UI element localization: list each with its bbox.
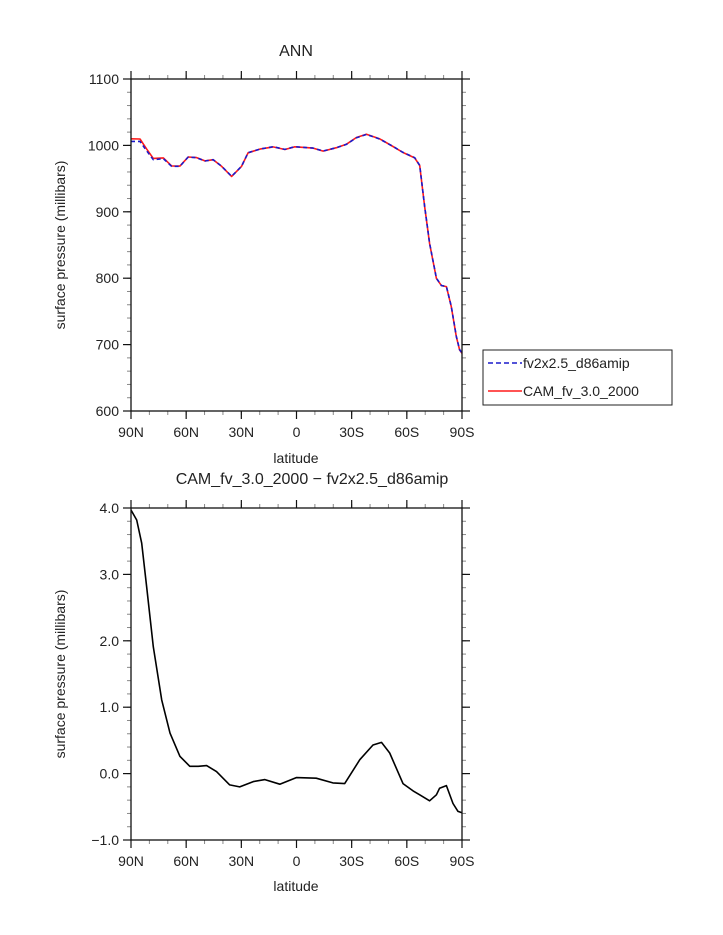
y-tick-label: 800 xyxy=(96,270,120,286)
top-x-axis-label: latitude xyxy=(273,450,318,466)
x-tick-label: 30N xyxy=(228,424,254,440)
y-tick-label: 1.0 xyxy=(100,699,120,715)
top-y-axis-label: surface pressure (millibars) xyxy=(52,161,68,330)
x-tick-label: 30S xyxy=(339,853,364,869)
x-tick-label: 60N xyxy=(173,853,199,869)
plot-frame xyxy=(130,78,463,412)
x-tick-label: 30S xyxy=(339,424,364,440)
x-tick-label: 30N xyxy=(228,853,254,869)
x-tick-label: 60S xyxy=(394,853,419,869)
y-tick-label: 2.0 xyxy=(100,633,120,649)
y-tick-label: 0.0 xyxy=(100,766,120,782)
x-tick-label: 60N xyxy=(173,424,199,440)
legend-box xyxy=(482,349,673,406)
legend-label-cam: CAM_fv_3.0_2000 xyxy=(523,383,639,399)
series-line-difference xyxy=(130,509,463,814)
x-tick-label: 90S xyxy=(450,853,475,869)
legend: fv2x2.5_d86amip CAM_fv_3.0_2000 xyxy=(482,349,673,406)
y-tick-label: 700 xyxy=(96,337,120,353)
top-plot-area: 90N 60N 30N 0 30S 60S 90S 600 700 800 900 1000 1100 xyxy=(88,71,475,440)
x-tick-label: 90N xyxy=(118,853,144,869)
y-tick-label: 3.0 xyxy=(100,566,120,582)
bottom-plot-area: 90N 60N 30N 0 30S 60S 90S −1.0 0.0 1.0 2.0 3.0 4.0 xyxy=(91,500,474,869)
top-chart-title: ANN xyxy=(279,43,313,60)
series-line-fv2x2.5_d86amip xyxy=(131,133,463,354)
plot-frame xyxy=(130,507,463,841)
x-tick-label: 90N xyxy=(118,424,144,440)
bottom-y-axis-label: surface pressure (millibars) xyxy=(52,590,68,759)
x-tick-label: 90S xyxy=(450,424,475,440)
x-tick-label: 0 xyxy=(293,424,301,440)
x-tick-label: 60S xyxy=(394,424,419,440)
series-line-CAM_fv_3.0_2000 xyxy=(130,133,463,354)
y-tick-label: 4.0 xyxy=(100,500,120,516)
y-tick-label: −1.0 xyxy=(91,832,119,848)
y-tick-label: 1000 xyxy=(88,137,119,153)
y-tick-label: 1100 xyxy=(89,71,119,87)
y-tick-label: 900 xyxy=(96,204,120,220)
bottom-chart-title: CAM_fv_3.0_2000 − fv2x2.5_d86amip xyxy=(176,471,449,488)
x-tick-label: 0 xyxy=(293,853,301,869)
legend-label-fv2x2.5: fv2x2.5_d86amip xyxy=(523,355,630,371)
bottom-x-axis-label: latitude xyxy=(273,878,318,894)
y-tick-label: 600 xyxy=(96,403,120,419)
